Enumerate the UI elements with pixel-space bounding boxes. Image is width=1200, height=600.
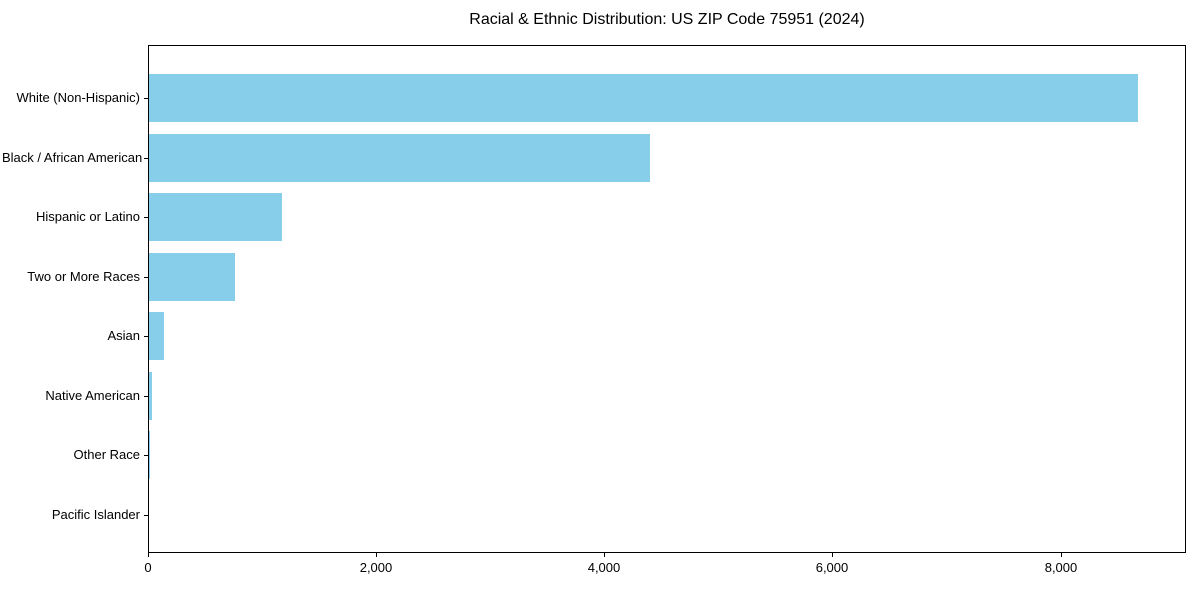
x-tick-mark: [604, 553, 605, 557]
x-tick-label: 6,000: [815, 560, 849, 575]
bar: [149, 193, 282, 241]
y-tick-mark: [144, 158, 148, 159]
category-label: Pacific Islander: [51, 507, 140, 522]
y-tick-mark: [144, 336, 148, 337]
x-tick-label: 2,000: [359, 560, 393, 575]
x-tick-mark: [832, 553, 833, 557]
x-tick-label: 8,000: [1044, 560, 1078, 575]
y-tick-mark: [144, 277, 148, 278]
bar: [149, 312, 164, 360]
chart-title: Racial & Ethnic Distribution: US ZIP Cod…: [469, 11, 865, 28]
plot-area: [148, 45, 1186, 553]
y-tick-mark: [144, 455, 148, 456]
y-tick-mark: [144, 515, 148, 516]
category-label: Two or More Races: [27, 269, 140, 284]
bar: [149, 134, 650, 182]
x-tick-label: 4,000: [587, 560, 621, 575]
category-label: White (Non-Hispanic): [16, 90, 140, 105]
category-label: Hispanic or Latino: [35, 209, 140, 224]
category-label: Native American: [45, 388, 140, 403]
bar: [149, 253, 235, 301]
x-tick-mark: [376, 553, 377, 557]
y-tick-mark: [144, 396, 148, 397]
x-tick-label: 0: [144, 560, 152, 575]
category-label: Other Race: [73, 447, 140, 462]
bar: [149, 74, 1138, 122]
x-tick-mark: [1061, 553, 1062, 557]
bar: [149, 372, 152, 420]
bar: [149, 431, 150, 479]
category-label: Black / African American: [2, 150, 143, 165]
y-tick-mark: [144, 217, 148, 218]
x-tick-mark: [148, 553, 149, 557]
category-label: Asian: [107, 328, 140, 343]
y-tick-mark: [144, 98, 148, 99]
